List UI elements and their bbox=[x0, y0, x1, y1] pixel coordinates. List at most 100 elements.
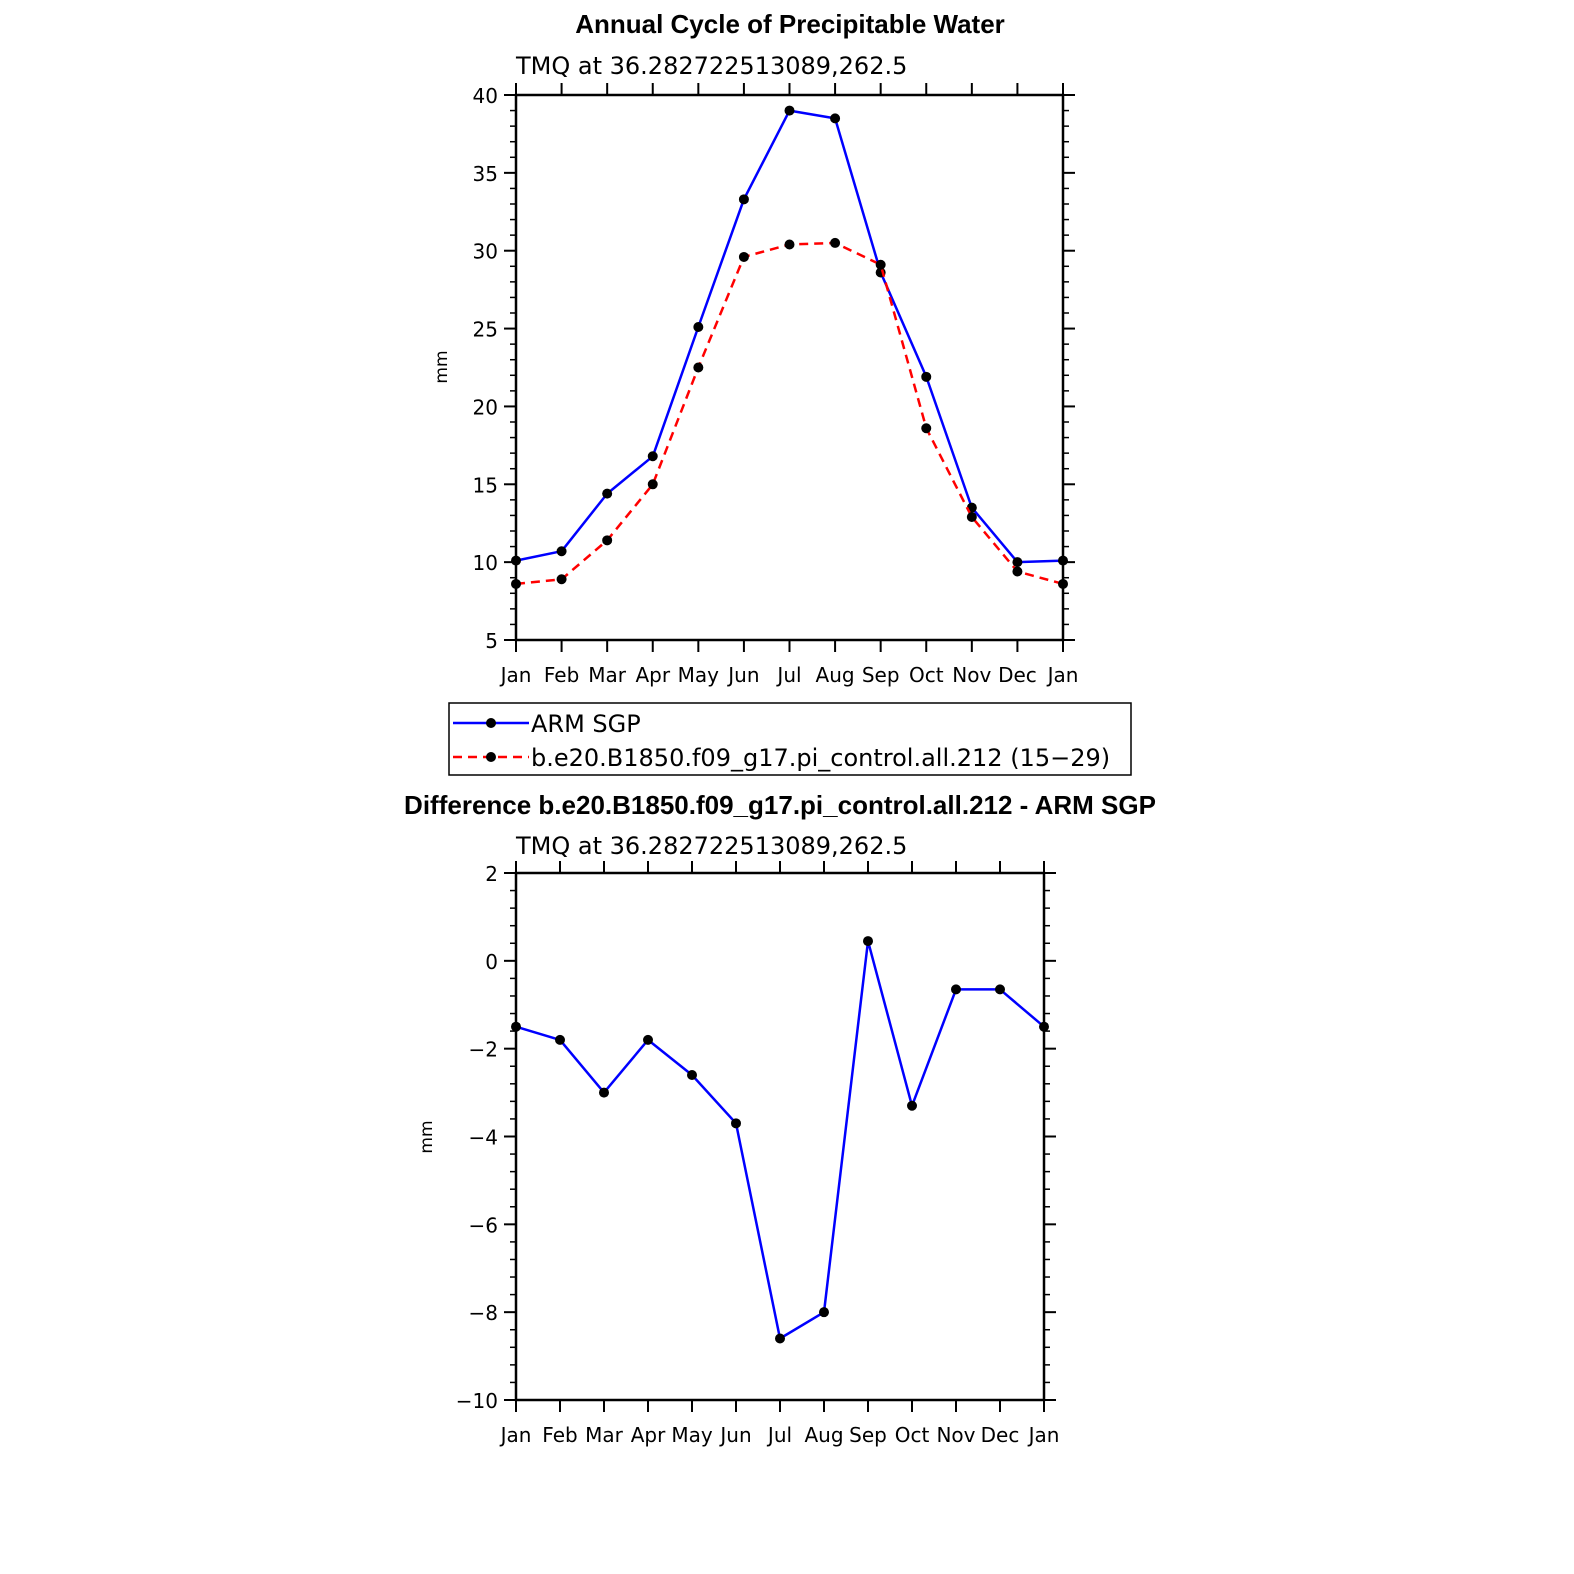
x-tick-label: Aug bbox=[804, 1423, 843, 1447]
data-point bbox=[602, 535, 613, 546]
legend-box bbox=[448, 702, 1132, 776]
data-point bbox=[556, 546, 567, 557]
x-tick-label: Sep bbox=[849, 1423, 887, 1447]
data-point bbox=[599, 1087, 609, 1098]
x-tick-label: Jan bbox=[1046, 663, 1079, 687]
data-point bbox=[643, 1034, 653, 1045]
y-tick-label: 35 bbox=[473, 162, 498, 186]
y-tick-label: −4 bbox=[469, 1126, 498, 1150]
data-point bbox=[1012, 557, 1023, 568]
x-tick-label: Dec bbox=[981, 1423, 1020, 1447]
data-point bbox=[951, 984, 961, 995]
data-point bbox=[511, 555, 521, 566]
data-point bbox=[907, 1100, 917, 1111]
data-point bbox=[819, 1307, 829, 1318]
y-tick-label: 2 bbox=[485, 862, 498, 886]
data-point bbox=[647, 479, 658, 490]
x-tick-label: Oct bbox=[909, 663, 944, 687]
data-point bbox=[738, 194, 749, 205]
y-tick-label: 30 bbox=[473, 240, 498, 264]
chart-subtitle: TMQ at 36.282722513089,262.5 bbox=[515, 832, 907, 860]
y-axis-label: mm bbox=[417, 1120, 437, 1153]
x-tick-label: Nov bbox=[952, 663, 991, 687]
y-tick-label: 20 bbox=[473, 395, 498, 419]
series-line bbox=[515, 109, 1064, 564]
data-point bbox=[784, 239, 795, 250]
x-tick-label: Jan bbox=[499, 1423, 532, 1447]
data-point bbox=[511, 578, 521, 589]
chart-title: Annual Cycle of Precipitable Water bbox=[575, 9, 1005, 39]
y-tick-label: −2 bbox=[469, 1038, 498, 1062]
data-point bbox=[687, 1070, 697, 1081]
x-tick-label: May bbox=[678, 663, 720, 687]
plot-area: 5 10 15 20 25 30 35 40 Jan Feb Mar Apr May Jun Jul Aug S… bbox=[473, 83, 1079, 687]
data-point bbox=[830, 113, 841, 124]
y-tick-label: 0 bbox=[485, 950, 498, 974]
x-tick-label: Dec bbox=[998, 663, 1037, 687]
x-tick-label: Jul bbox=[775, 663, 801, 687]
data-point bbox=[966, 511, 977, 522]
data-point bbox=[1039, 1021, 1049, 1032]
data-point bbox=[693, 322, 704, 333]
x-tick-label: Jan bbox=[499, 663, 532, 687]
data-point bbox=[738, 251, 749, 262]
data-point bbox=[556, 574, 567, 585]
x-tick-label: Mar bbox=[588, 663, 627, 687]
x-tick-label: Feb bbox=[542, 1423, 577, 1447]
data-point bbox=[921, 371, 932, 382]
data-point bbox=[995, 984, 1005, 995]
data-point bbox=[830, 237, 841, 248]
x-tick-label: Nov bbox=[936, 1423, 975, 1447]
y-tick-label: 25 bbox=[473, 318, 498, 342]
x-tick-label: Apr bbox=[635, 663, 670, 687]
x-tick-label: Mar bbox=[585, 1423, 624, 1447]
data-point bbox=[1058, 555, 1068, 566]
plot-frame bbox=[514, 871, 1046, 1402]
x-tick-label: Jun bbox=[718, 1423, 751, 1447]
data-point bbox=[647, 451, 658, 462]
x-tick-label: Sep bbox=[862, 663, 900, 687]
x-tick-label: May bbox=[671, 1423, 713, 1447]
data-point bbox=[1012, 566, 1023, 577]
series-line bbox=[515, 939, 1045, 1340]
data-point bbox=[784, 105, 795, 116]
data-point bbox=[511, 1021, 521, 1032]
data-point bbox=[731, 1118, 741, 1129]
x-tick-label: Feb bbox=[544, 663, 579, 687]
plot-area: −10 −8 −6 −4 −2 0 2 Jan Feb Mar Apr May Jun Jul Aug Sep… bbox=[456, 861, 1060, 1447]
y-tick-label: 5 bbox=[485, 629, 498, 653]
y-tick-label: 40 bbox=[473, 84, 498, 108]
legend-marker-arm bbox=[486, 718, 496, 728]
chart-subtitle: TMQ at 36.282722513089,262.5 bbox=[515, 52, 907, 80]
x-tick-label: Aug bbox=[816, 663, 855, 687]
data-point bbox=[921, 423, 932, 434]
data-point bbox=[863, 936, 873, 947]
legend-marker-model bbox=[486, 752, 496, 762]
x-tick-label: Jul bbox=[766, 1423, 792, 1447]
data-point bbox=[555, 1034, 565, 1045]
legend: ARM SGP b.e20.B1850.f09_g17.pi_control.a… bbox=[448, 702, 1132, 776]
y-axis-label: mm bbox=[432, 350, 452, 383]
x-tick-label: Oct bbox=[895, 1423, 930, 1447]
y-tick-label: 10 bbox=[473, 551, 498, 575]
data-point bbox=[693, 362, 704, 373]
series-line bbox=[515, 241, 1064, 586]
y-tick-label: −10 bbox=[456, 1389, 498, 1413]
x-tick-label: Jun bbox=[726, 663, 759, 687]
annual-cycle-chart: Annual Cycle of Precipitable Water TMQ a… bbox=[432, 9, 1078, 687]
x-tick-label: Jan bbox=[1027, 1423, 1060, 1447]
data-point bbox=[875, 259, 886, 270]
x-tick-label: Apr bbox=[631, 1423, 666, 1447]
y-tick-label: −8 bbox=[469, 1301, 498, 1325]
plot-frame bbox=[514, 93, 1065, 642]
legend-label-arm: ARM SGP bbox=[531, 710, 641, 738]
data-point bbox=[775, 1333, 785, 1344]
y-tick-label: −6 bbox=[469, 1213, 498, 1237]
data-point bbox=[602, 488, 613, 499]
chart-title: Difference b.e20.B1850.f09_g17.pi_contro… bbox=[404, 790, 1156, 820]
data-point bbox=[1058, 578, 1068, 589]
y-tick-label: 15 bbox=[473, 473, 498, 497]
difference-chart: Difference b.e20.B1850.f09_g17.pi_contro… bbox=[404, 790, 1156, 1447]
legend-label-model: b.e20.B1850.f09_g17.pi_control.all.212 (… bbox=[531, 744, 1110, 772]
